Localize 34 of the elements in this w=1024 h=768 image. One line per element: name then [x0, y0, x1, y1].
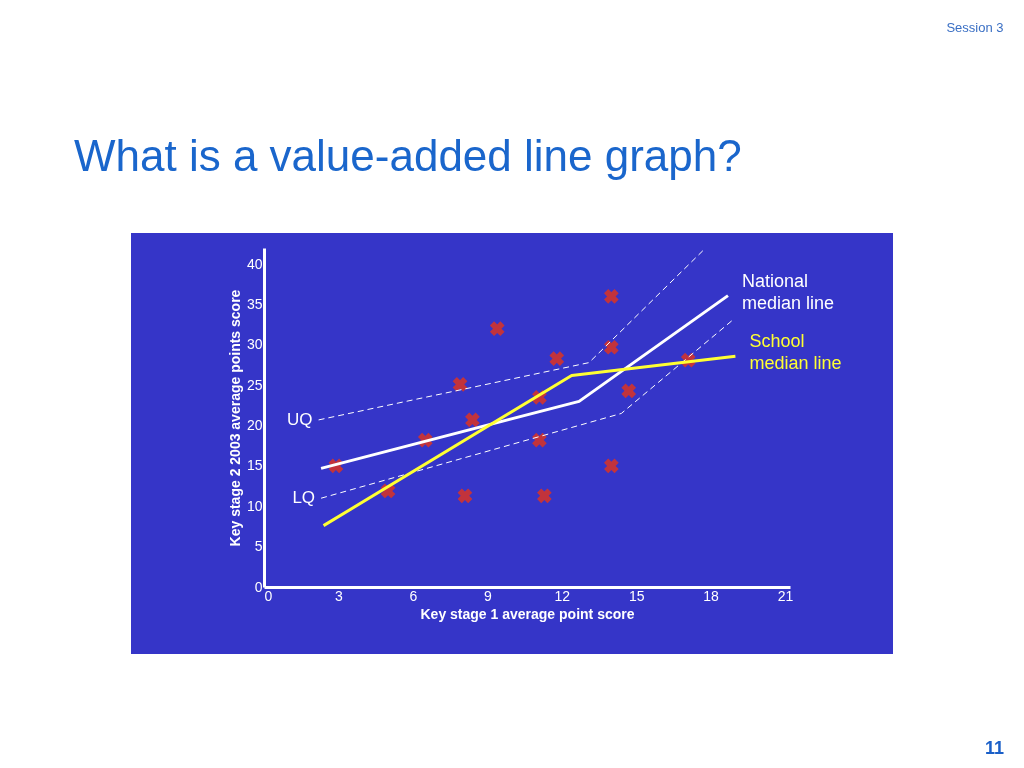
series-label: LQ — [292, 488, 316, 508]
y-tick-label: 40 — [246, 255, 263, 272]
point — [457, 488, 473, 504]
point — [604, 289, 619, 304]
y-tick-label: 5 — [254, 538, 263, 555]
y-tick-label: 10 — [246, 497, 263, 514]
x-tick-label: 18 — [703, 587, 720, 604]
x-tick-label: 12 — [554, 587, 571, 604]
point — [452, 377, 468, 392]
y-tick-label: 30 — [246, 336, 263, 353]
series-label: UQ — [287, 409, 313, 429]
point — [604, 339, 619, 355]
y-tick-label: 25 — [246, 376, 263, 393]
point — [489, 321, 505, 337]
point — [465, 412, 480, 428]
x-tick-label: 6 — [409, 587, 418, 604]
series-label: School median line — [749, 331, 842, 374]
text: Session 3 — [946, 20, 1004, 35]
point — [537, 488, 552, 504]
x-axis-title: Key stage 1 average point score — [420, 605, 635, 622]
y-tick-label: 35 — [246, 296, 263, 312]
text: 11 — [984, 738, 1004, 758]
series-label: National median line — [741, 270, 835, 313]
x-tick-label: 3 — [335, 587, 344, 604]
x-tick-label: 15 — [628, 587, 645, 604]
y-tick-label: 20 — [246, 417, 263, 434]
y-tick-label: 15 — [246, 457, 263, 474]
x-tick-label: 21 — [777, 587, 794, 604]
point — [549, 351, 565, 366]
y-axis-title: Key stage 2 2003 average points score — [226, 289, 243, 547]
point — [604, 458, 619, 474]
chart-title: What is a value-added line graph? — [74, 131, 742, 180]
x-tick-label: 9 — [483, 587, 492, 604]
point — [621, 383, 637, 399]
